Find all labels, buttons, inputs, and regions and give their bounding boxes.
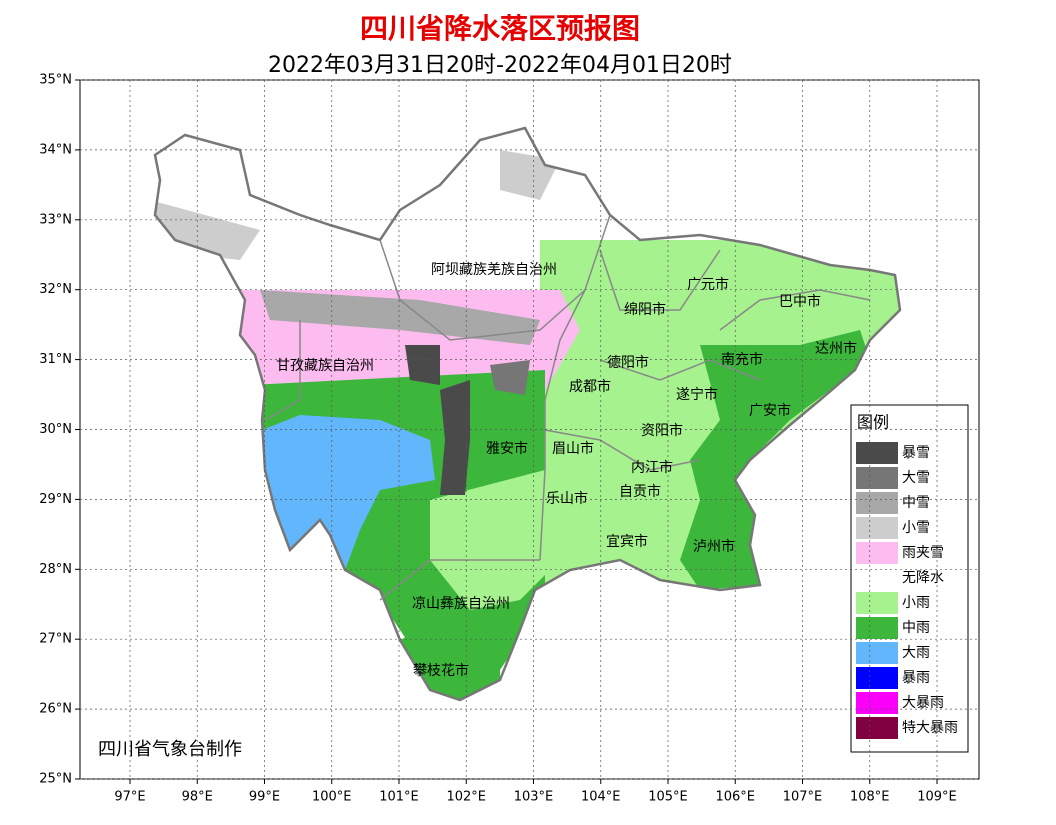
legend-swatch xyxy=(856,567,898,589)
legend-swatch xyxy=(856,667,898,689)
lat-tick-label: 28°N xyxy=(39,562,72,577)
legend-label: 中雪 xyxy=(902,495,930,511)
city-label: 眉山市 xyxy=(552,440,594,457)
legend-swatch xyxy=(856,542,898,564)
city-label: 巴中市 xyxy=(779,293,821,310)
legend-swatch xyxy=(856,492,898,514)
city-label: 遂宁市 xyxy=(676,386,718,403)
precip-areas xyxy=(155,128,900,700)
lon-tick-label: 98°E xyxy=(182,790,213,805)
city-label: 广元市 xyxy=(687,276,729,293)
subtitle: 2022年03月31日20时-2022年04月01日20时 xyxy=(268,53,732,78)
city-label: 雅安市 xyxy=(486,440,528,457)
lon-tick-label: 105°E xyxy=(648,790,688,805)
legend-swatch xyxy=(856,642,898,664)
legend-swatch xyxy=(856,517,898,539)
legend-label: 暴雪 xyxy=(902,445,930,461)
lon-tick-label: 101°E xyxy=(379,790,419,805)
lon-tick-label: 100°E xyxy=(312,790,352,805)
lon-tick-label: 108°E xyxy=(850,790,890,805)
city-label: 泸州市 xyxy=(693,538,735,555)
legend-label: 小雪 xyxy=(902,520,930,536)
legend-swatch xyxy=(856,442,898,464)
lon-tick-label: 104°E xyxy=(581,790,621,805)
city-label: 攀枝花市 xyxy=(413,662,469,679)
legend-label: 小雨 xyxy=(902,595,930,611)
city-label: 宜宾市 xyxy=(606,533,648,550)
legend-label: 特大暴雨 xyxy=(902,720,958,736)
lat-tick-label: 29°N xyxy=(39,492,72,507)
lon-tick-label: 99°E xyxy=(249,790,280,805)
city-label: 广安市 xyxy=(749,402,791,419)
lon-tick-label: 107°E xyxy=(783,790,823,805)
city-label: 自贡市 xyxy=(619,483,661,500)
lat-tick-label: 27°N xyxy=(39,632,72,647)
lon-tick-label: 103°E xyxy=(514,790,554,805)
legend-label: 无降水 xyxy=(902,570,944,586)
legend-swatch xyxy=(856,467,898,489)
city-label: 德阳市 xyxy=(607,354,649,371)
legend-label: 暴雨 xyxy=(902,670,930,686)
city-label: 乐山市 xyxy=(546,490,588,507)
legend-label: 大暴雨 xyxy=(902,695,944,711)
legend-swatch xyxy=(856,617,898,639)
province-outline xyxy=(153,126,902,702)
credit: 四川省气象台制作 xyxy=(98,739,242,760)
legend-label: 雨夹雪 xyxy=(902,545,944,561)
lon-tick-label: 109°E xyxy=(917,790,957,805)
lon-tick-label: 106°E xyxy=(715,790,755,805)
lat-tick-label: 31°N xyxy=(39,352,72,367)
lat-tick-label: 32°N xyxy=(39,282,72,297)
legend-label: 中雨 xyxy=(902,620,930,636)
city-label: 阿坝藏族羌族自治州 xyxy=(431,262,557,278)
city-label: 绵阳市 xyxy=(624,301,666,318)
lat-tick-label: 34°N xyxy=(39,142,72,157)
lat-tick-label: 35°N xyxy=(39,73,72,88)
legend-swatch xyxy=(856,717,898,739)
lat-tick-label: 30°N xyxy=(39,422,72,437)
city-label: 内江市 xyxy=(631,459,673,476)
city-label: 凉山彝族自治州 xyxy=(412,596,510,612)
city-label: 南充市 xyxy=(721,351,763,368)
legend-swatch xyxy=(856,592,898,614)
legend-title: 图例 xyxy=(857,413,889,432)
city-label: 达州市 xyxy=(815,340,857,357)
lat-tick-label: 33°N xyxy=(39,212,72,227)
legend-label: 大雪 xyxy=(902,470,930,486)
legend-swatch xyxy=(856,692,898,714)
city-label: 成都市 xyxy=(569,378,611,395)
city-label: 资阳市 xyxy=(641,422,683,439)
lon-tick-label: 102°E xyxy=(446,790,486,805)
lat-tick-label: 25°N xyxy=(39,772,72,787)
lon-tick-label: 97°E xyxy=(114,790,145,805)
legend-label: 大雨 xyxy=(902,645,930,661)
lat-tick-label: 26°N xyxy=(39,702,72,717)
city-label: 甘孜藏族自治州 xyxy=(276,358,374,374)
title: 四川省降水落区预报图 xyxy=(360,12,640,45)
